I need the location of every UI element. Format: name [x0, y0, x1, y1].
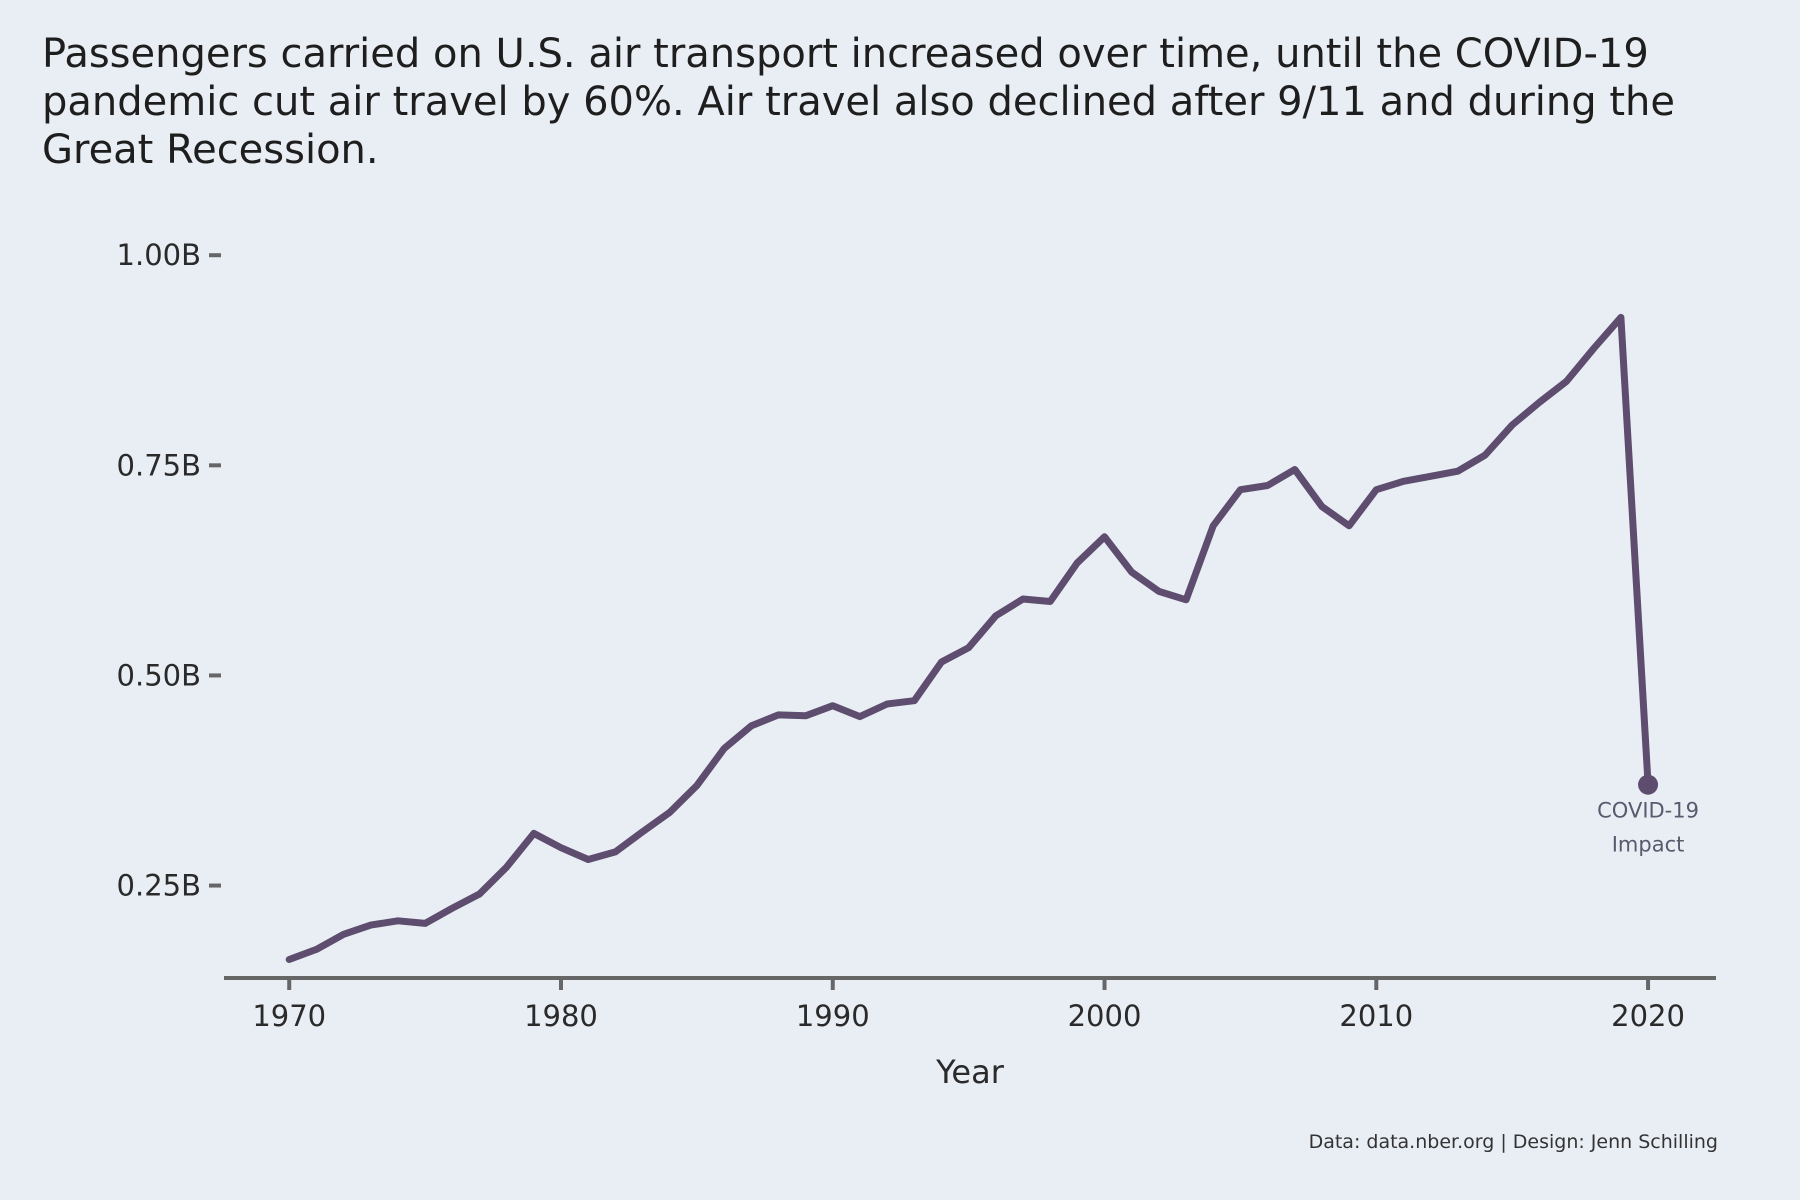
y-tick-label: 0.25B: [117, 869, 201, 903]
x-tick-label: 1990: [796, 999, 870, 1033]
source-caption: Data: data.nber.org | Design: Jenn Schil…: [1309, 1131, 1718, 1153]
series-line: [285, 313, 1652, 963]
y-axis: 0.25B 0.50B 0.75B 1.00B: [117, 238, 221, 903]
chart-title: Passengers carried on U.S. air transport…: [42, 31, 1676, 173]
x-tick-label: 2020: [1611, 999, 1685, 1033]
series-group: [285, 313, 1652, 963]
y-tick-label: 0.50B: [117, 658, 201, 692]
annotation-group: COVID-19 Impact: [1597, 774, 1699, 857]
x-axis-title: Year: [935, 1053, 1005, 1091]
x-tick-label: 2000: [1068, 999, 1142, 1033]
x-axis: 1970 1980 1990 2000 2010 2020: [224, 976, 1716, 1033]
annotation-label: Impact: [1612, 833, 1685, 857]
y-tick-label: 1.00B: [117, 238, 201, 272]
x-tick-label: 1980: [524, 999, 598, 1033]
x-tick-label: 2010: [1339, 999, 1413, 1033]
x-tick-label: 1970: [252, 999, 326, 1033]
y-tick-label: 0.75B: [117, 448, 201, 482]
covid-impact-point: [1638, 774, 1659, 795]
annotation-label: COVID-19: [1597, 799, 1699, 823]
